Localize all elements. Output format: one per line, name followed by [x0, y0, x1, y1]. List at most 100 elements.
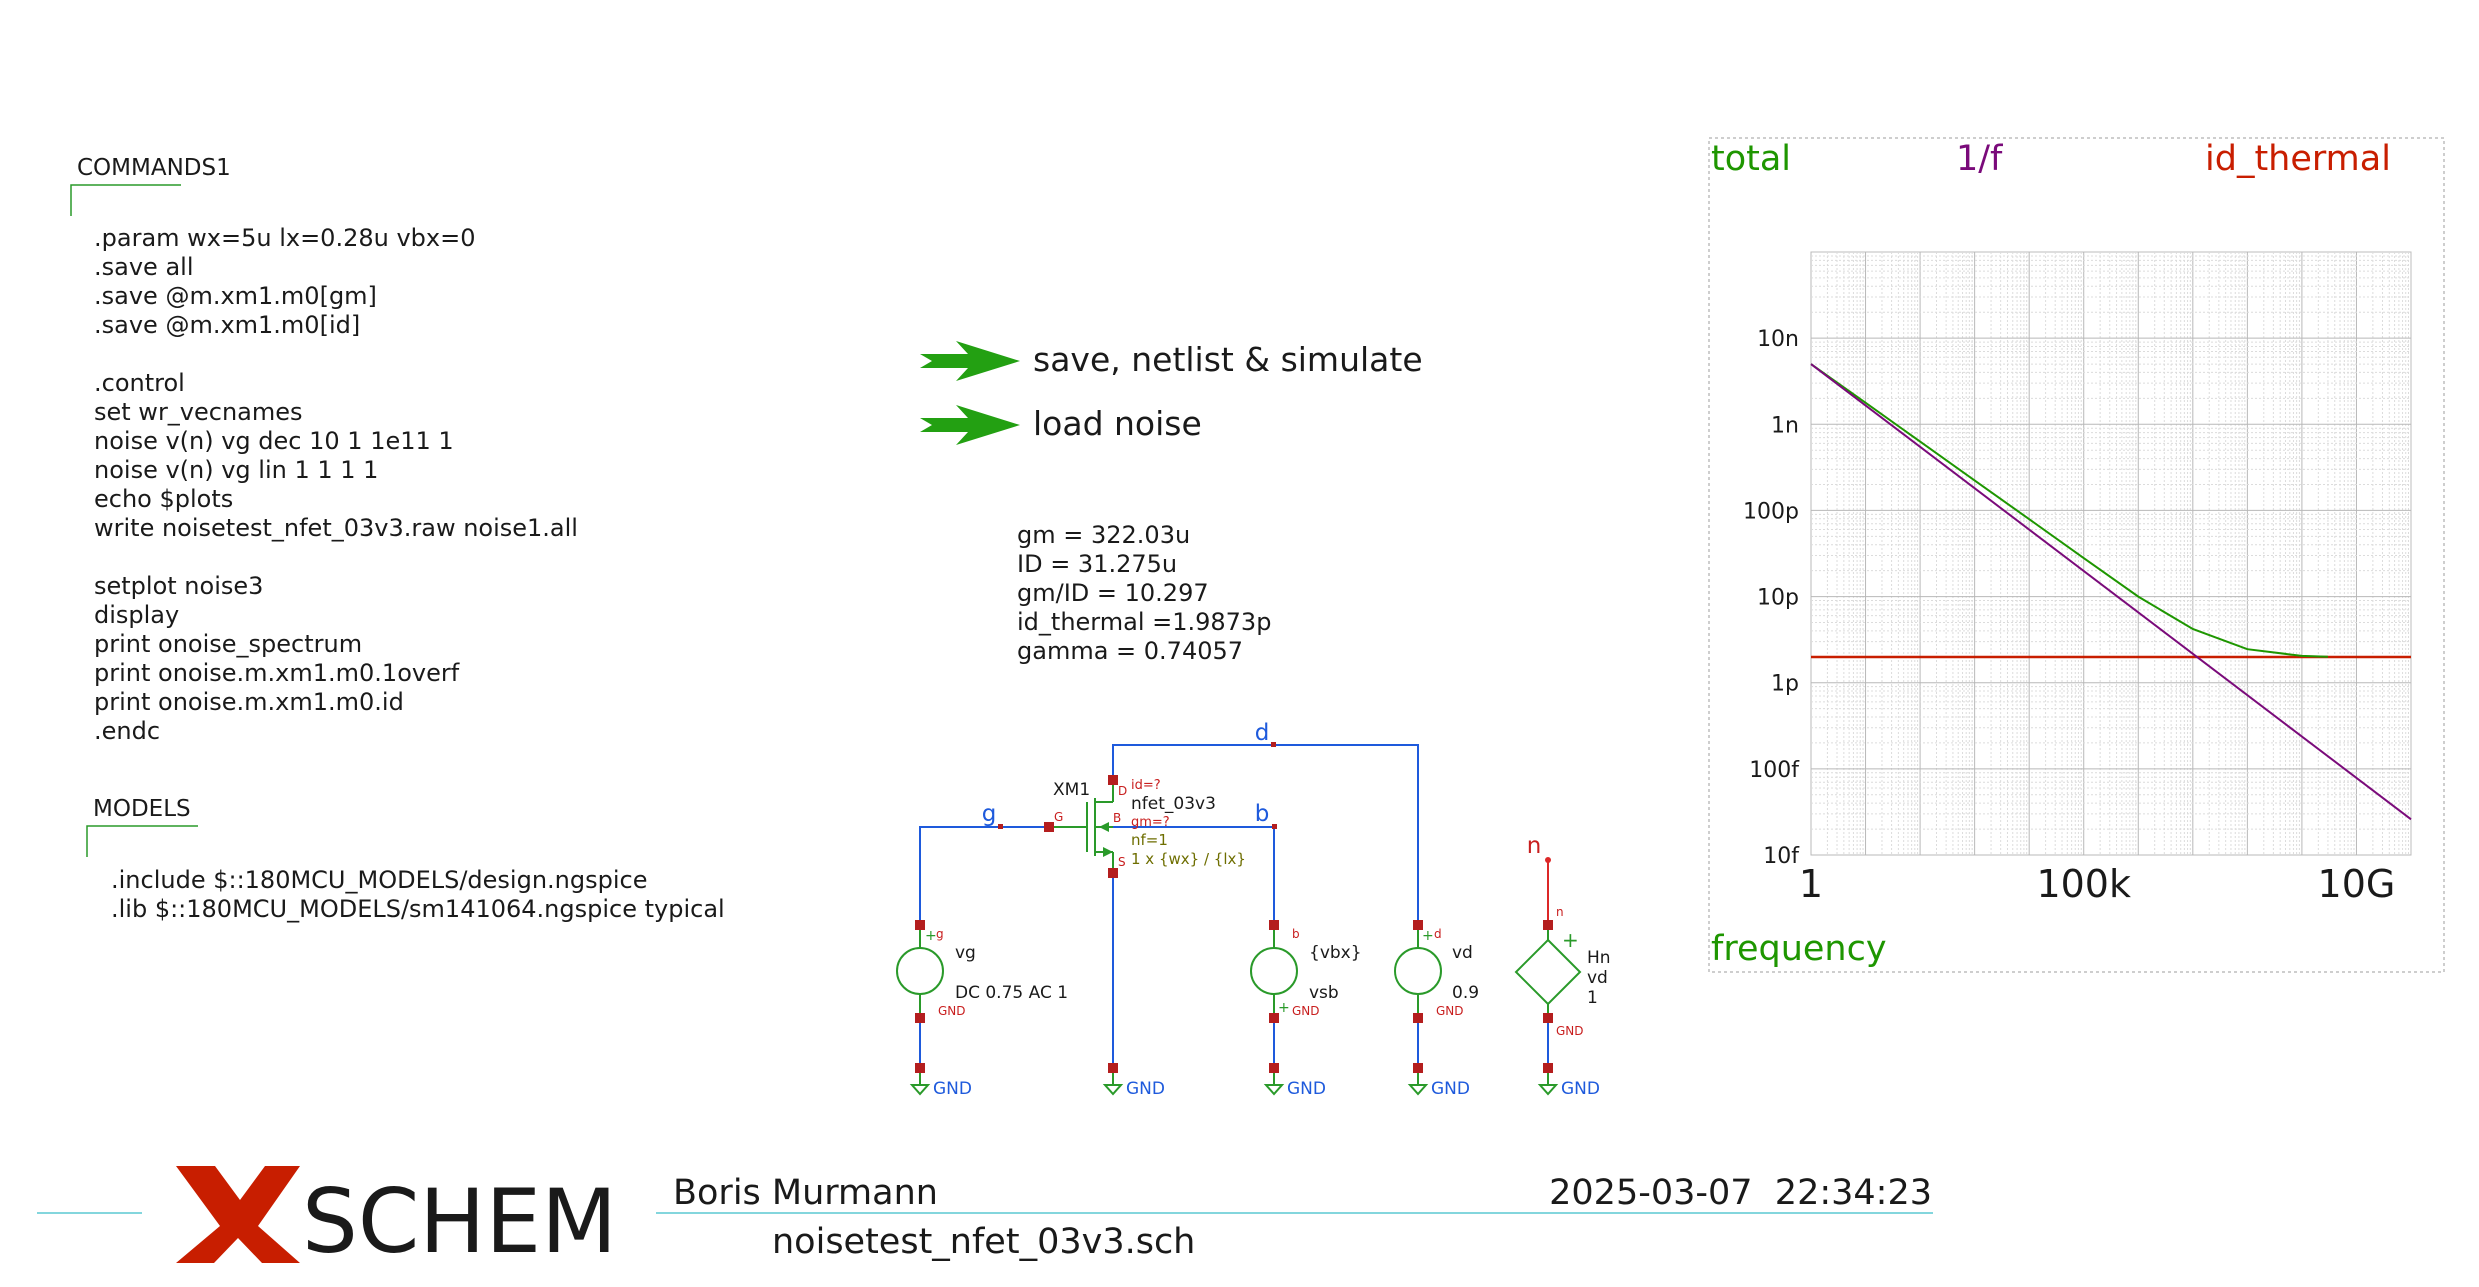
- commands-title: COMMANDS1: [77, 155, 231, 181]
- vg-name: vg: [955, 943, 976, 963]
- arrow-icon: [920, 341, 1020, 381]
- logo-text: SCHEM: [302, 1170, 617, 1273]
- xm1-pin-b: B: [1113, 811, 1121, 825]
- launcher-load-noise[interactable]: load noise: [920, 404, 1202, 445]
- gnd-label: GND: [1287, 1079, 1326, 1099]
- series-line-1-f: [1810, 363, 2412, 821]
- source-vd[interactable]: + d GND vd 0.9: [1394, 920, 1479, 1023]
- gnd-pin: [1413, 1063, 1423, 1073]
- launcher-load-noise-label: load noise: [1033, 404, 1202, 443]
- plus-icon: +: [1422, 928, 1434, 944]
- net-n-dot: [1545, 857, 1551, 863]
- code-line: .save @m.xm1.m0[gm]: [94, 282, 377, 310]
- ground-icon: [1407, 1084, 1429, 1096]
- pin-hn-p: [1543, 920, 1553, 930]
- datetime: 2025-03-07 22:34:23: [1549, 1173, 1932, 1213]
- y-tick-label: 1p: [1771, 672, 1799, 697]
- code-line: write noisetest_nfet_03v3.raw noise1.all: [94, 514, 578, 542]
- gnd-pin: [915, 1063, 925, 1073]
- xm1-param-nf: nf=1: [1131, 831, 1168, 849]
- filename: noisetest_nfet_03v3.sch: [772, 1222, 1195, 1262]
- pin-vsb-m: [1269, 1013, 1279, 1023]
- ground-icon: [1102, 1084, 1124, 1096]
- net-label-d: d: [1255, 720, 1270, 746]
- commands-block[interactable]: COMMANDS1 .param wx=5u lx=0.28u vbx=0.sa…: [70, 155, 578, 745]
- ground-icon: [1537, 1084, 1559, 1096]
- commands-code: .param wx=5u lx=0.28u vbx=0.save all.sav…: [94, 224, 578, 745]
- vd-name: vd: [1452, 943, 1473, 963]
- x-tick-labels: 1 100k 10G: [1799, 862, 2395, 906]
- series-line-total: [1810, 363, 2328, 658]
- code-line: print onoise_spectrum: [94, 630, 362, 658]
- code-line: .save all: [94, 253, 193, 281]
- vd-pin-p: d: [1434, 927, 1442, 941]
- vg-pin-m: GND: [938, 1004, 966, 1018]
- ground-icon: [1263, 1084, 1285, 1096]
- title-block: SCHEM Boris Murmann 2025-03-07 22:34:23 …: [37, 1166, 1933, 1273]
- vsb-name: vsb: [1309, 983, 1339, 1003]
- y-tick-label: 100p: [1743, 499, 1799, 524]
- arrow-icon: [920, 405, 1020, 445]
- pin-vd-p: [1413, 920, 1423, 930]
- gnd-label: GND: [1431, 1079, 1470, 1099]
- launcher-simulate-label: save, netlist & simulate: [1033, 340, 1423, 379]
- xm1-instance-name: XM1: [1053, 780, 1090, 800]
- gnd-pin: [1269, 1063, 1279, 1073]
- xm1-param-gm: gm=?: [1131, 815, 1170, 830]
- vd-pin-m: GND: [1436, 1004, 1464, 1018]
- net-b-dot: [1272, 824, 1277, 829]
- pin-vg-m: [915, 1013, 925, 1023]
- pin-g: [1044, 822, 1054, 832]
- result-id-thermal: id_thermal =1.9873p: [1017, 608, 1271, 636]
- code-line: set wr_vecnames: [94, 398, 303, 426]
- legend-id-thermal: id_thermal: [2205, 139, 2391, 179]
- xm1-pin-g: G: [1054, 810, 1063, 824]
- diamond-icon: [1514, 938, 1582, 1006]
- transistor-xm1[interactable]: D G B S XM1 id=? nfet_03v3 gm=? nf=1 1 x…: [1044, 775, 1246, 878]
- x-tick-label: 1: [1799, 862, 1823, 906]
- legend-1overf: 1/f: [1956, 139, 2003, 179]
- models-code: .include $::180MCU_MODELS/design.ngspice…: [111, 866, 725, 923]
- plot-area: [1810, 251, 2412, 856]
- results-block: gm = 322.03u ID = 31.275u gm/ID = 10.297…: [1017, 521, 1271, 665]
- net-d-dot: [1271, 742, 1276, 747]
- y-tick-label: 1n: [1771, 413, 1799, 438]
- wire-g: [919, 826, 1049, 925]
- source-vg[interactable]: + g GND vg DC 0.75 AC 1: [896, 920, 1068, 1023]
- pin-vd-m: [1413, 1013, 1423, 1023]
- y-tick-label: 10p: [1757, 586, 1799, 611]
- code-line: echo $plots: [94, 485, 233, 513]
- y-tick-label: 100f: [1749, 758, 1800, 783]
- bulk-arrow-icon: [1099, 822, 1109, 832]
- code-line: print onoise.m.xm1.m0.1overf: [94, 659, 460, 687]
- code-line: print onoise.m.xm1.m0.id: [94, 688, 404, 716]
- gnd-symbols: GND GND GND GND GND: [909, 1063, 1600, 1099]
- gnd-pin: [1108, 1063, 1118, 1073]
- vg-value: DC 0.75 AC 1: [955, 983, 1068, 1003]
- source-arrow-icon: [1103, 847, 1113, 857]
- xm1-pin-s: S: [1118, 855, 1126, 869]
- net-g-dot: [998, 824, 1003, 829]
- ground-icon: [909, 1084, 931, 1096]
- gnd-pin: [1543, 1063, 1553, 1073]
- code-line: noise v(n) vg lin 1 1 1 1: [94, 456, 378, 484]
- wires: [919, 744, 1549, 1068]
- code-line: .save @m.xm1.m0[id]: [94, 311, 360, 339]
- models-block[interactable]: MODELS .include $::180MCU_MODELS/design.…: [86, 796, 725, 923]
- plus-icon: +: [925, 928, 937, 944]
- source-vsb[interactable]: + b GND {vbx} vsb: [1250, 920, 1362, 1023]
- y-tick-labels: 10f 100f 1p 10p 100p 1n 10n: [1743, 327, 1800, 869]
- gnd-label: GND: [1561, 1079, 1600, 1099]
- noise-graph[interactable]: total 1/f id_thermal 10f100f1p10p100p1n1…: [1708, 137, 2445, 973]
- source-hn[interactable]: + n GND Hn vd 1: [1514, 857, 1611, 1038]
- result-id: ID = 31.275u: [1017, 550, 1177, 578]
- x-tick-label: 10G: [2318, 862, 2396, 906]
- author: Boris Murmann: [673, 1173, 938, 1213]
- hn-name: Hn: [1587, 948, 1611, 968]
- graph-frame: [1708, 137, 2445, 973]
- launcher-simulate[interactable]: save, netlist & simulate: [920, 340, 1423, 381]
- gnd-label: GND: [1126, 1079, 1165, 1099]
- plus-icon: +: [1278, 1000, 1290, 1016]
- gnd-label: GND: [933, 1079, 972, 1099]
